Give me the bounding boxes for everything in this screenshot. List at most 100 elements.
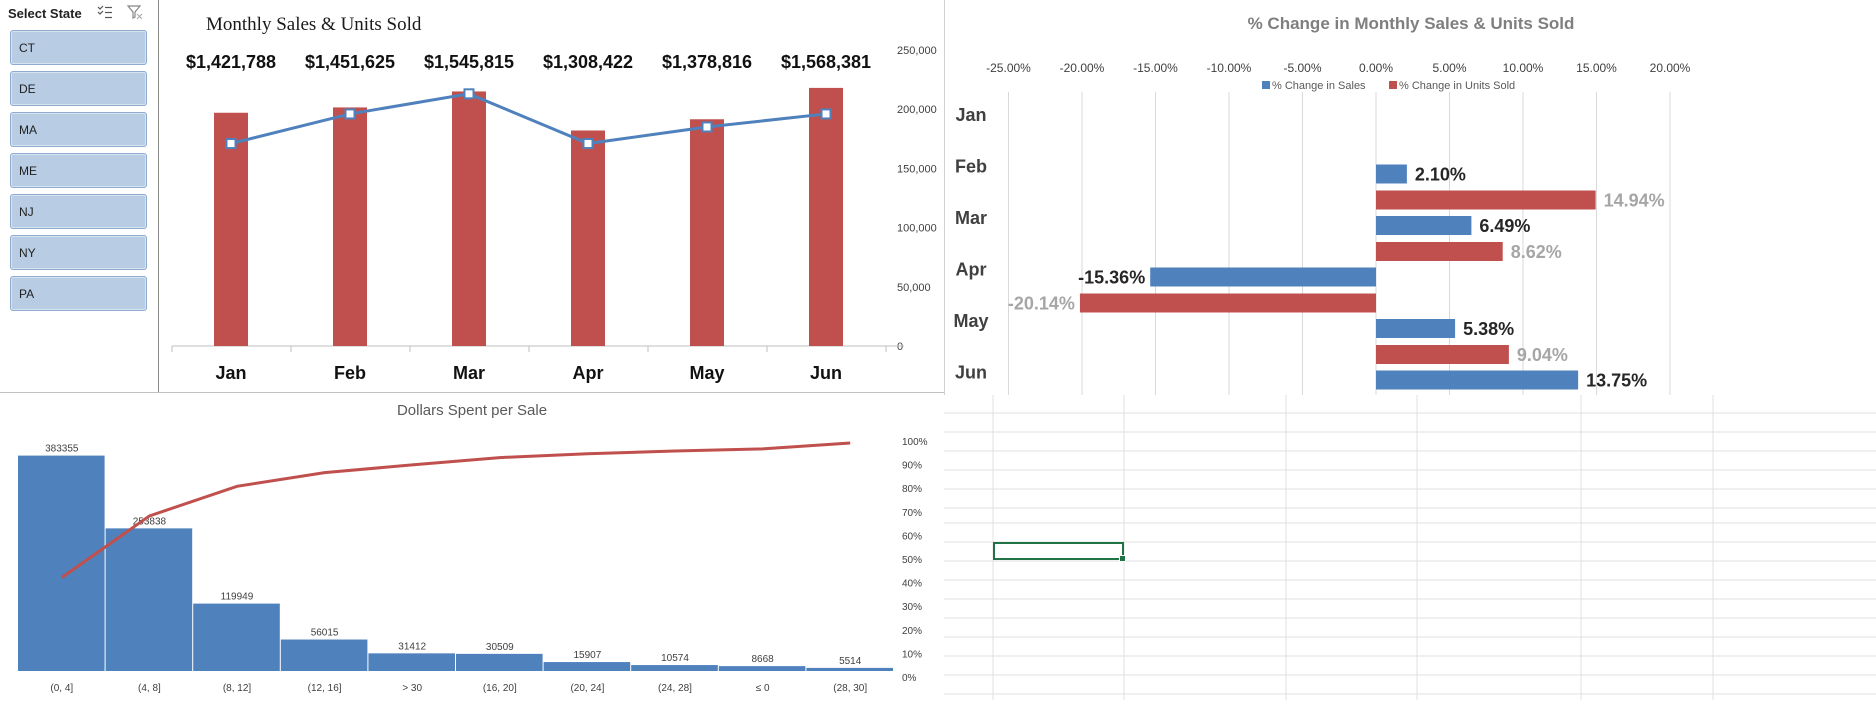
dollars-per-sale-chart[interactable]: Dollars Spent per Sale 100% 90% 80% 70% 60% 5… [0,392,944,701]
chart1-bar-apr [571,130,605,346]
chart2-cat-feb: Feb [955,157,987,177]
chart2-x-tick: 5.00% [1432,61,1466,75]
chart2-cat-jun: Jun [955,363,987,383]
chart3-y-tick: 70% [902,508,922,519]
chart1-point-mar [463,88,475,100]
clear-filter-icon[interactable] [126,3,144,21]
slicer-item-me[interactable]: ME [10,153,147,188]
chart3-value-label-9: 5514 [839,656,862,667]
chart2-label-apr-1: -20.14% [1008,294,1075,314]
slicer-title: Select State [8,5,82,21]
chart2-label-feb-0: 2.10% [1415,165,1466,185]
chart1-point-may [701,121,713,133]
sales-label-may: $1,378,816 [662,52,752,72]
chart3-y-tick: 60% [902,531,922,542]
chart1-cat-jun: Jun [810,363,842,383]
chart1-y-tick: 100,000 [897,223,937,235]
chart3-y-tick: 0% [902,673,917,684]
units-line [230,92,827,146]
chart2-label-mar-1: 8.62% [1511,242,1562,262]
sales-label-jun: $1,568,381 [781,52,871,72]
chart2-cat-mar: Mar [955,208,987,228]
chart2-bar-mar-0 [1376,216,1472,235]
chart3-cat-2: (8, 12] [223,683,252,694]
multi-select-icon[interactable] [96,3,114,21]
dollars-per-sale-plot: Dollars Spent per Sale 100% 90% 80% 70% 60% 5… [18,402,928,694]
chart2-label-jun-0: 13.75% [1586,371,1647,391]
chart3-y-tick: 20% [902,626,922,637]
sales-label-mar: $1,545,815 [424,52,514,72]
slicer-item-ct[interactable]: CT [10,30,147,65]
chart1-y-tick: 50,000 [897,282,931,294]
chart1-point-jan [225,138,237,150]
slicer-item-pa[interactable]: PA [10,276,147,311]
chart2-bar-feb-0 [1376,164,1407,184]
chart3-value-label-2: 119949 [221,592,254,603]
chart1-y-tick: 200,000 [897,104,937,116]
chart3-value-label-7: 10574 [661,653,689,664]
fill-handle[interactable] [1119,555,1126,562]
chart3-y-tick: 30% [902,602,922,613]
sales-label-jan: $1,421,788 [186,52,276,72]
chart1-y-tick: 150,000 [897,163,937,175]
slicer-item-ma[interactable]: MA [10,112,147,147]
chart3-value-label-4: 31412 [398,641,426,652]
chart2-x-tick: -10.00% [1207,61,1252,75]
chart2-cat-may: May [953,311,988,331]
chart1-point-apr [582,138,594,150]
chart3-cat-9: (28, 30] [833,683,867,694]
chart1-point-jun [820,108,832,120]
chart3-bar-1 [105,528,193,671]
slicer-item-de[interactable]: DE [10,71,147,106]
legend-label-0: % Change in Sales [1272,80,1366,92]
chart2-bar-apr-1 [1079,293,1376,313]
chart1-bar-mar [452,91,486,346]
chart2-bar-feb-1 [1376,190,1596,210]
chart3-bar-5 [456,653,543,671]
chart3-y-tick: 100% [902,437,928,448]
chart3-value-label-8: 8668 [751,654,774,665]
chart3-bar-0 [18,455,105,671]
chart3-bar-6 [543,662,631,671]
pct-change-chart[interactable]: % Change in Monthly Sales & Units Sold -… [944,0,1876,417]
chart3-title: Dollars Spent per Sale [397,402,547,419]
chart3-cat-5: (16, 20] [483,683,517,694]
chart2-x-tick: -20.00% [1060,61,1105,75]
chart3-bar-7 [631,665,718,671]
chart3-cat-6: (20, 24] [570,683,604,694]
chart2-bar-may-0 [1376,319,1456,338]
chart2-title: % Change in Monthly Sales & Units Sold [1248,14,1575,33]
chart2-x-tick: 15.00% [1576,61,1617,75]
chart3-cat-0: (0, 4] [50,683,73,694]
chart3-value-label-3: 56015 [311,628,339,639]
slicer-item-nj[interactable]: NJ [10,194,147,229]
chart2-label-may-0: 5.38% [1463,319,1514,339]
chart2-bar-apr-0 [1150,267,1376,287]
chart1-cat-mar: Mar [453,363,485,383]
chart2-x-tick: 20.00% [1650,61,1691,75]
state-slicer: Select State CT DE MA ME NJ NY PA [0,0,159,392]
slicer-item-ny[interactable]: NY [10,235,147,270]
chart3-y-tick: 10% [902,649,922,660]
chart3-y-tick: 80% [902,484,922,495]
chart3-cat-3: (12, 16] [308,683,342,694]
chart1-cat-jan: Jan [215,363,246,383]
chart3-bar-2 [193,603,280,671]
chart2-label-feb-1: 14.94% [1604,191,1665,211]
chart1-title: Monthly Sales & Units Sold [206,14,422,35]
chart3-value-label-0: 383355 [45,444,79,455]
monthly-sales-chart[interactable]: Monthly Sales & Units Sold 250,000 200,00… [160,0,944,392]
chart2-bar-jun-0 [1376,370,1579,390]
chart2-x-tick: 0.00% [1359,61,1393,75]
chart2-bar-may-1 [1376,345,1509,364]
legend-swatch-0 [1262,81,1270,89]
chart3-value-label-5: 30509 [486,642,514,653]
chart2-x-tick: -5.00% [1283,61,1321,75]
chart3-y-tick: 50% [902,555,922,566]
legend-swatch-1 [1389,81,1397,89]
selected-cell[interactable] [993,542,1126,562]
chart1-bar-jan [214,112,248,346]
chart3-y-tick: 90% [902,461,922,472]
chart2-label-mar-0: 6.49% [1479,216,1530,236]
